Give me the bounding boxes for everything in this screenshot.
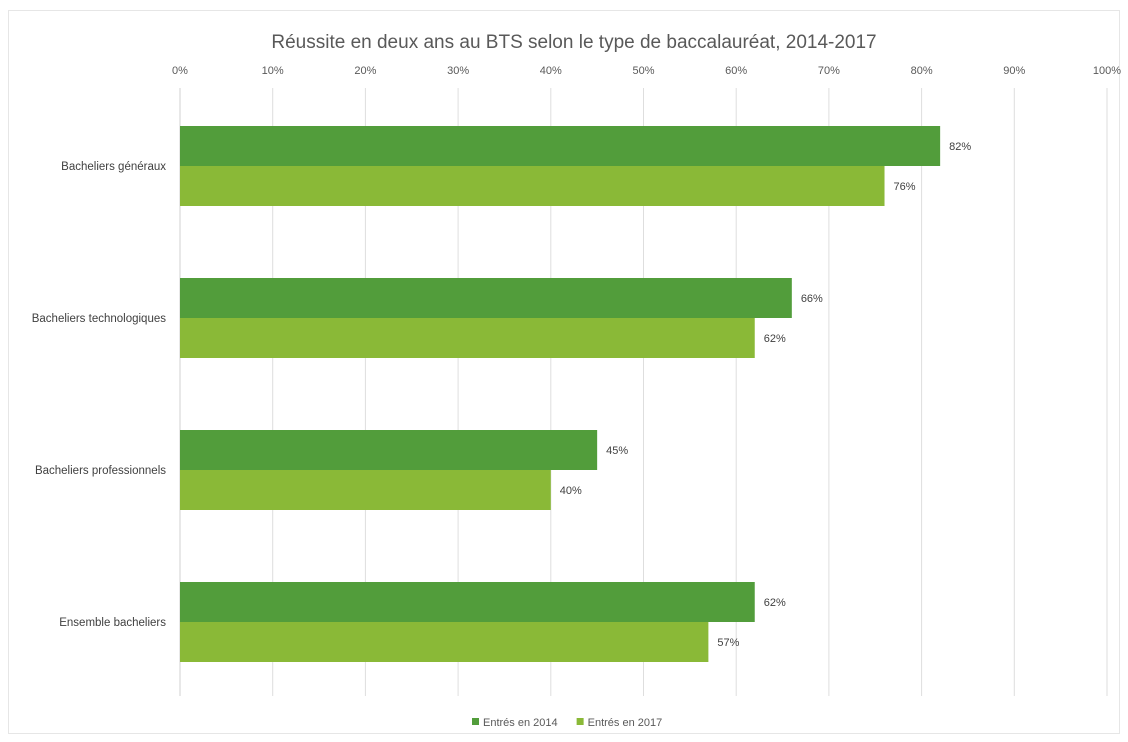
data-label: 66% (801, 293, 823, 305)
category-label: Bacheliers généraux (61, 161, 166, 173)
legend-label: Entrés en 2014 (483, 717, 558, 729)
bar (180, 430, 598, 470)
x-tick-label: 30% (447, 65, 469, 77)
data-label: 62% (764, 597, 786, 609)
data-labels: 82% 76% 66% 62% 45% 40% 62% 57% (560, 141, 972, 649)
category-label: Bacheliers professionnels (35, 465, 166, 477)
x-tick-label: 80% (911, 65, 933, 77)
bar (180, 278, 792, 318)
data-label: 62% (764, 333, 786, 345)
x-axis-ticks: 0% 10% 20% 30% 40% 50% 60% 70% 80% 90% 100% (172, 65, 1121, 77)
legend-label: Entrés en 2017 (588, 717, 663, 729)
x-tick-label: 10% (262, 65, 284, 77)
x-tick-label: 90% (1003, 65, 1025, 77)
x-tick-label: 70% (818, 65, 840, 77)
x-tick-label: 20% (354, 65, 376, 77)
bar (180, 318, 755, 358)
category-label: Bacheliers technologiques (32, 313, 167, 325)
bar (180, 166, 885, 206)
data-label: 57% (717, 637, 739, 649)
data-label: 76% (894, 181, 916, 193)
data-label: 40% (560, 485, 582, 497)
category-labels: Bacheliers généraux Bacheliers technologi… (32, 161, 167, 629)
x-tick-label: 100% (1093, 65, 1121, 77)
x-tick-label: 0% (172, 65, 188, 77)
bars (180, 126, 941, 662)
bar (180, 582, 755, 622)
legend: Entrés en 2014 Entrés en 2017 (472, 717, 662, 729)
legend-swatch (576, 718, 584, 725)
data-label: 45% (606, 445, 628, 457)
legend-swatch (472, 718, 479, 725)
x-tick-label: 60% (725, 65, 747, 77)
bar (180, 470, 551, 510)
category-label: Ensemble bacheliers (59, 617, 166, 629)
x-tick-label: 40% (540, 65, 562, 77)
chart-title: Réussite en deux ans au BTS selon le typ… (271, 32, 876, 53)
bar (180, 126, 941, 166)
bar (180, 622, 709, 662)
data-label: 82% (949, 141, 971, 153)
x-tick-label: 50% (632, 65, 654, 77)
